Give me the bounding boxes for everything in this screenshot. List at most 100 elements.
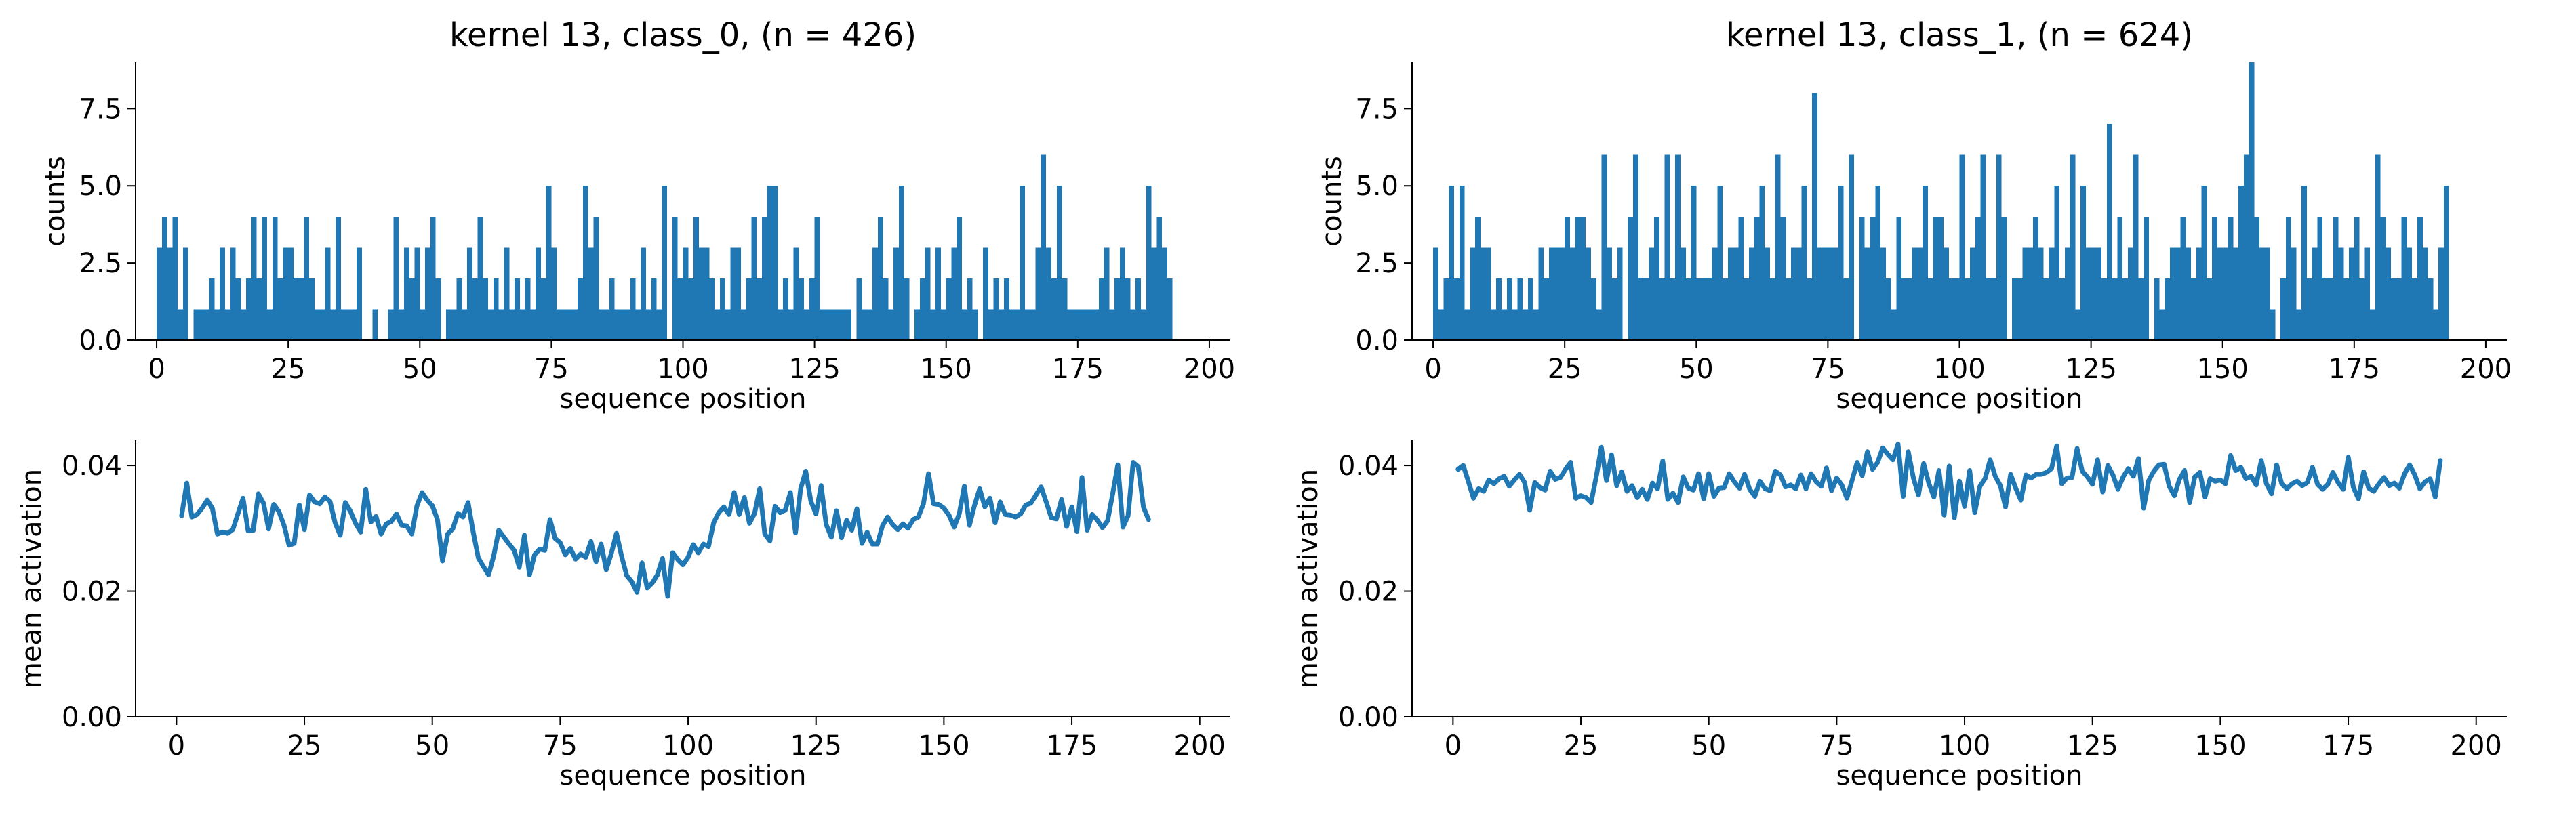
histogram-bar [1523,309,1528,340]
histogram-bar [2233,247,2239,340]
histogram-bar [2096,247,2102,340]
x-tick-label: 25 [1564,730,1598,762]
histogram-bar [1812,93,1817,341]
y-axis-label: counts [40,156,71,247]
histogram-bar [1769,278,1775,340]
histogram-bar [1056,186,1062,340]
histogram-bar [1569,247,1575,340]
histogram-bar [2138,278,2144,340]
mean-activation-panel-class-1: 0 25 50 75 100 125 150 175 200 0.00 0.02 0.04 sequen… [1293,440,2507,791]
histogram-bar [1475,216,1481,340]
histogram-bar [1670,278,1676,340]
histogram-bar [2259,247,2265,340]
histogram-bar [561,309,567,340]
histogram-bar [435,278,441,340]
histogram-bar [456,278,462,340]
histogram-bar [525,278,531,340]
histogram-bar [1833,247,1838,340]
histogram-bar [1141,309,1146,340]
histogram-bar [309,278,315,340]
histogram-bar [2380,216,2386,340]
histogram-bar [1717,186,1723,340]
histogram-bar [567,309,573,340]
histogram-bar [1685,278,1691,340]
histogram-bar [799,278,805,340]
histogram-bar [224,309,230,340]
histogram-bar [304,216,310,340]
histogram-bar [1162,247,1167,340]
histogram-bar [599,309,605,340]
histogram-bar [2270,309,2276,340]
histogram-bar [2312,247,2318,340]
histogram-bar [167,247,173,340]
histogram-bar [262,216,268,340]
y-tick-label: 0.00 [1338,702,1398,733]
histogram-bar [746,278,752,340]
x-tick-label: 200 [2460,354,2512,385]
histogram-bar [1119,247,1125,340]
histogram-bar [2154,278,2160,340]
histogram-bar [178,309,183,340]
histogram-bar [1135,278,1142,340]
histogram-bar [330,309,336,340]
histogram-bar [515,278,520,340]
histogram-bar [430,216,436,340]
histogram-bar [620,309,626,340]
histogram-bar [1723,278,1728,340]
histogram-bar [2033,216,2038,340]
histogram-bar [498,309,504,340]
histogram-bar [2391,278,2396,340]
histogram-bar [425,247,430,340]
x-tick-label: 50 [403,354,437,385]
histogram-bar [1517,278,1523,340]
histogram-bar [1649,247,1655,340]
histogram-bar [483,278,489,340]
histogram-bar [372,309,378,340]
histogram-bar [841,309,847,340]
series-line [1455,442,2443,520]
x-tick-label: 50 [1679,354,1714,385]
histogram-bar [604,309,609,340]
histogram-bar [1130,309,1136,340]
histogram-bar [2354,216,2360,340]
x-tick-label: 200 [2451,730,2502,762]
histogram-bar [877,216,883,340]
histogram-bar [241,309,247,340]
x-tick-label: 175 [1046,730,1098,762]
x-tick-label: 125 [2067,730,2118,762]
histogram-bar [793,247,799,340]
x-tick-label: 100 [1939,730,1990,762]
histogram-bar [2122,278,2128,340]
x-tick-label: 150 [2194,730,2246,762]
histogram-bar [220,247,225,340]
histogram-bar [2207,278,2213,340]
histogram-bar [1959,154,1965,340]
histogram-bar [1706,278,1712,340]
histogram-bar [635,309,641,340]
histogram-bar [2049,247,2055,340]
y-tick-label: 0.04 [1338,451,1398,482]
histogram-bar [2028,247,2034,340]
histogram-bar [1891,309,1897,340]
histogram-bar [2070,154,2076,340]
histogram-bar [646,309,651,340]
histogram-bar [688,278,694,340]
histogram-bar [1628,216,1634,340]
histogram-bar [814,216,820,340]
histogram-bar [788,309,794,340]
histogram-bar [957,216,963,340]
histogram-bar [1638,278,1644,340]
y-tick-label: 0.00 [62,702,122,733]
histogram-bar [2317,216,2323,340]
y-axis-label: counts [1316,156,1348,247]
histogram-bar [804,309,809,340]
histogram-bar [1596,309,1602,340]
histogram-bar [346,309,352,340]
histogram-bar [1748,247,1754,340]
y-axis-label: mean activation [16,469,47,688]
histogram-bar [2280,278,2286,340]
histogram-bar [2038,247,2044,340]
histogram-bar [420,309,426,340]
histogram-bar [2359,278,2365,340]
histogram-bar [725,309,731,340]
